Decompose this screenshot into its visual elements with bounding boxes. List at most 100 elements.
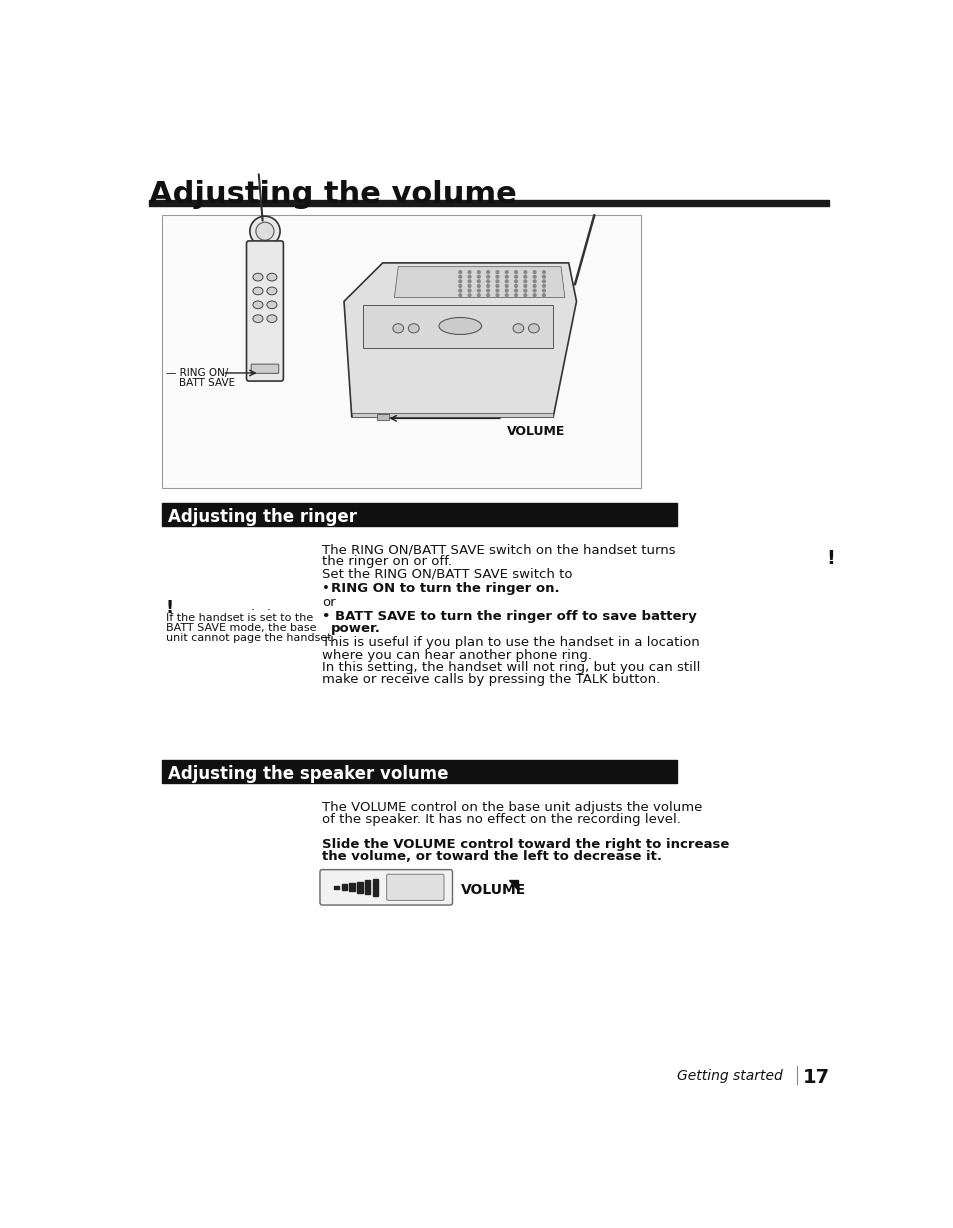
Text: BATT SAVE mode, the base: BATT SAVE mode, the base — [166, 624, 315, 634]
Circle shape — [476, 275, 479, 278]
Circle shape — [505, 275, 508, 278]
Ellipse shape — [250, 216, 280, 247]
Ellipse shape — [255, 222, 274, 241]
Bar — [334, 885, 339, 889]
Circle shape — [476, 293, 479, 297]
Circle shape — [514, 275, 517, 278]
Circle shape — [533, 275, 536, 278]
Bar — [356, 882, 362, 893]
Circle shape — [486, 280, 489, 282]
Text: If the handset is set to the: If the handset is set to the — [166, 613, 313, 623]
FancyBboxPatch shape — [246, 241, 283, 381]
FancyBboxPatch shape — [319, 869, 452, 905]
Circle shape — [523, 293, 526, 297]
Ellipse shape — [267, 287, 276, 295]
Ellipse shape — [253, 287, 263, 295]
Circle shape — [468, 270, 471, 274]
Ellipse shape — [513, 324, 523, 333]
Polygon shape — [394, 266, 564, 297]
Text: Getting started: Getting started — [677, 1070, 782, 1083]
Text: Slide the VOLUME control toward the right to increase: Slide the VOLUME control toward the righ… — [322, 837, 729, 851]
Circle shape — [476, 285, 479, 287]
Bar — [162, 759, 677, 782]
Circle shape — [533, 289, 536, 292]
Circle shape — [523, 275, 526, 278]
Text: BATT SAVE: BATT SAVE — [166, 378, 234, 388]
Text: — RING ON/: — RING ON/ — [166, 367, 228, 377]
Text: The VOLUME control on the base unit adjusts the volume: The VOLUME control on the base unit adju… — [322, 801, 702, 814]
Text: 17: 17 — [802, 1067, 829, 1087]
Text: The RING ON/BATT SAVE switch on the handset turns: The RING ON/BATT SAVE switch on the hand… — [322, 543, 676, 556]
Text: make or receive calls by pressing the TALK button.: make or receive calls by pressing the TA… — [322, 673, 659, 686]
Circle shape — [476, 280, 479, 282]
Circle shape — [468, 280, 471, 282]
Circle shape — [523, 280, 526, 282]
Circle shape — [542, 293, 545, 297]
Circle shape — [514, 293, 517, 297]
Circle shape — [476, 270, 479, 274]
Text: VOLUME: VOLUME — [460, 883, 526, 898]
Circle shape — [533, 280, 536, 282]
Circle shape — [514, 270, 517, 274]
Bar — [162, 215, 640, 489]
Text: Adjusting the volume: Adjusting the volume — [149, 179, 516, 209]
Ellipse shape — [253, 274, 263, 281]
Bar — [373, 879, 377, 895]
Circle shape — [458, 285, 461, 287]
Circle shape — [476, 289, 479, 292]
Polygon shape — [344, 263, 576, 416]
Circle shape — [458, 275, 461, 278]
Circle shape — [505, 293, 508, 297]
Circle shape — [458, 293, 461, 297]
Circle shape — [533, 293, 536, 297]
Circle shape — [523, 270, 526, 274]
Polygon shape — [509, 880, 517, 889]
Text: This is useful if you plan to use the handset in a location: This is useful if you plan to use the ha… — [322, 636, 700, 650]
FancyBboxPatch shape — [251, 365, 278, 373]
Circle shape — [458, 280, 461, 282]
Ellipse shape — [438, 318, 481, 334]
Circle shape — [514, 280, 517, 282]
Circle shape — [505, 289, 508, 292]
Circle shape — [486, 275, 489, 278]
Text: •: • — [322, 582, 335, 596]
Bar — [349, 883, 355, 892]
Circle shape — [514, 289, 517, 292]
Circle shape — [505, 270, 508, 274]
Circle shape — [486, 293, 489, 297]
Text: • BATT SAVE to turn the ringer off to save battery: • BATT SAVE to turn the ringer off to sa… — [322, 610, 697, 623]
Circle shape — [486, 285, 489, 287]
Bar — [149, 200, 828, 206]
Circle shape — [505, 285, 508, 287]
Circle shape — [533, 270, 536, 274]
Text: !: ! — [825, 549, 834, 569]
Circle shape — [542, 280, 545, 282]
Circle shape — [496, 293, 498, 297]
Text: Adjusting the ringer: Adjusting the ringer — [168, 508, 356, 527]
Circle shape — [523, 289, 526, 292]
Bar — [162, 503, 677, 527]
Circle shape — [496, 275, 498, 278]
Polygon shape — [352, 413, 553, 416]
Text: Adjusting the speaker volume: Adjusting the speaker volume — [168, 765, 448, 783]
Ellipse shape — [267, 314, 276, 323]
Text: of the speaker. It has no effect on the recording level.: of the speaker. It has no effect on the … — [322, 813, 680, 826]
Circle shape — [496, 285, 498, 287]
Circle shape — [468, 275, 471, 278]
FancyBboxPatch shape — [386, 874, 443, 900]
Text: RING ON to turn the ringer on.: RING ON to turn the ringer on. — [331, 582, 558, 596]
Circle shape — [486, 270, 489, 274]
Circle shape — [523, 285, 526, 287]
Text: .   .: . . — [251, 600, 271, 613]
Circle shape — [505, 280, 508, 282]
Ellipse shape — [408, 324, 418, 333]
Circle shape — [486, 289, 489, 292]
Text: where you can hear another phone ring.: where you can hear another phone ring. — [322, 648, 592, 662]
Circle shape — [542, 285, 545, 287]
Text: power.: power. — [331, 623, 380, 635]
Circle shape — [468, 285, 471, 287]
Bar — [376, 414, 389, 420]
Text: In this setting, the handset will not ring, but you can still: In this setting, the handset will not ri… — [322, 661, 700, 674]
Circle shape — [542, 289, 545, 292]
Circle shape — [496, 289, 498, 292]
